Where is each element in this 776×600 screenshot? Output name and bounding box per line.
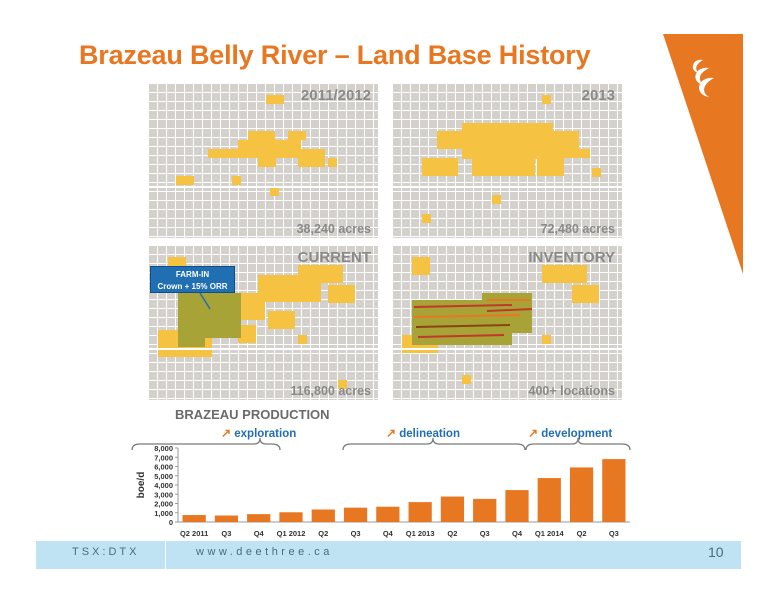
footer-divider [165, 541, 166, 569]
slide-title: Brazeau Belly River – Land Base History [79, 40, 591, 70]
y-tick-label: 4,000 [154, 481, 173, 490]
phase-bracket [131, 437, 281, 451]
phase-label-delineation: ↗ delineation [386, 426, 460, 440]
map-label: INVENTORY [528, 249, 615, 266]
phase-label-exploration: ↗ exploration [221, 426, 296, 440]
land-parcels-graphic [392, 95, 622, 223]
bar [537, 478, 561, 522]
map-label: 2013 [581, 87, 615, 104]
x-tick-label: Q4 [383, 529, 394, 538]
bar [473, 498, 497, 522]
map-acres: 72,480 acres [540, 222, 615, 236]
x-tick-label: Q3 [609, 529, 619, 538]
bar [247, 514, 271, 522]
map-acres: 116,800 acres [290, 384, 371, 398]
map-2013: 2013 72,480 acres [392, 83, 622, 238]
x-tick-label: Q3 [221, 529, 231, 538]
farm-in-title: FARM-IN [175, 270, 210, 279]
bar [182, 515, 206, 522]
y-tick-label: 7,000 [154, 453, 173, 462]
up-right-arrow-icon: ↗ [221, 426, 232, 440]
y-tick-label: 8,000 [154, 444, 173, 453]
phase-bracket [525, 437, 631, 451]
stock-ticker: TSX:DTX [72, 546, 140, 558]
production-bar-chart: 01,0002,0003,0004,0005,0006,0007,0008,00… [131, 437, 631, 538]
phase-label-development: ↗ development [528, 426, 612, 440]
y-tick-label: 6,000 [154, 463, 173, 472]
bar [569, 467, 594, 522]
x-tick-label: Q2 [318, 529, 328, 538]
bar [602, 459, 626, 522]
website-url: www.deethree.ca [196, 546, 333, 558]
flame-logo-icon [692, 59, 714, 97]
map-label: 2011/2012 [300, 87, 371, 104]
map-2011-2012: 2011/2012 38,240 acres [148, 83, 378, 238]
land-parcels-graphic [392, 257, 622, 384]
x-tick-label: Q2 [447, 529, 457, 538]
map-acres: 38,240 acres [296, 222, 371, 236]
farm-in-callout: FARM-IN Crown + 15% ORR [150, 266, 235, 293]
phase-bracket [342, 437, 526, 451]
map-label: CURRENT [297, 249, 371, 266]
land-parcels-graphic [148, 95, 378, 196]
bar [311, 509, 335, 522]
map-acres: 400+ locations [528, 384, 616, 398]
x-tick-label: Q1 2013 [406, 529, 435, 538]
footer-bar [36, 541, 741, 569]
y-axis-title: boe/d [136, 472, 147, 499]
x-tick-label: Q4 [512, 529, 523, 538]
bar [408, 502, 432, 522]
up-right-arrow-icon: ↗ [386, 426, 397, 440]
bar [376, 506, 400, 522]
y-tick-label: 1,000 [154, 509, 173, 518]
x-tick-label: Q1 2014 [535, 529, 565, 538]
x-tick-label: Q2 2011 [180, 529, 208, 538]
phase-text: development [541, 428, 613, 440]
y-tick-label: 0 [169, 518, 173, 527]
phase-text: exploration [234, 428, 297, 440]
x-tick-label: Q3 [351, 529, 361, 538]
up-right-arrow-icon: ↗ [528, 426, 539, 440]
farm-in-terms: Crown + 15% ORR [157, 282, 228, 291]
x-tick-label: Q4 [254, 529, 265, 538]
phase-text: delineation [399, 428, 460, 440]
x-tick-label: Q2 [577, 529, 587, 538]
bar [440, 496, 465, 522]
y-tick-label: 2,000 [154, 500, 173, 509]
y-tick-label: 5,000 [154, 472, 173, 481]
x-tick-label: Q3 [480, 529, 490, 538]
y-tick-label: 3,000 [154, 490, 173, 499]
map-inventory: INVENTORY 400+ locations [392, 245, 622, 400]
bar [505, 490, 529, 522]
bar [279, 512, 303, 522]
brand-flame-banner [663, 34, 743, 274]
bar [343, 507, 368, 522]
x-tick-label: Q1 2012 [277, 529, 306, 538]
bar [214, 515, 239, 522]
production-title: BRAZEAU PRODUCTION [175, 407, 330, 422]
page-number: 10 [708, 544, 724, 560]
